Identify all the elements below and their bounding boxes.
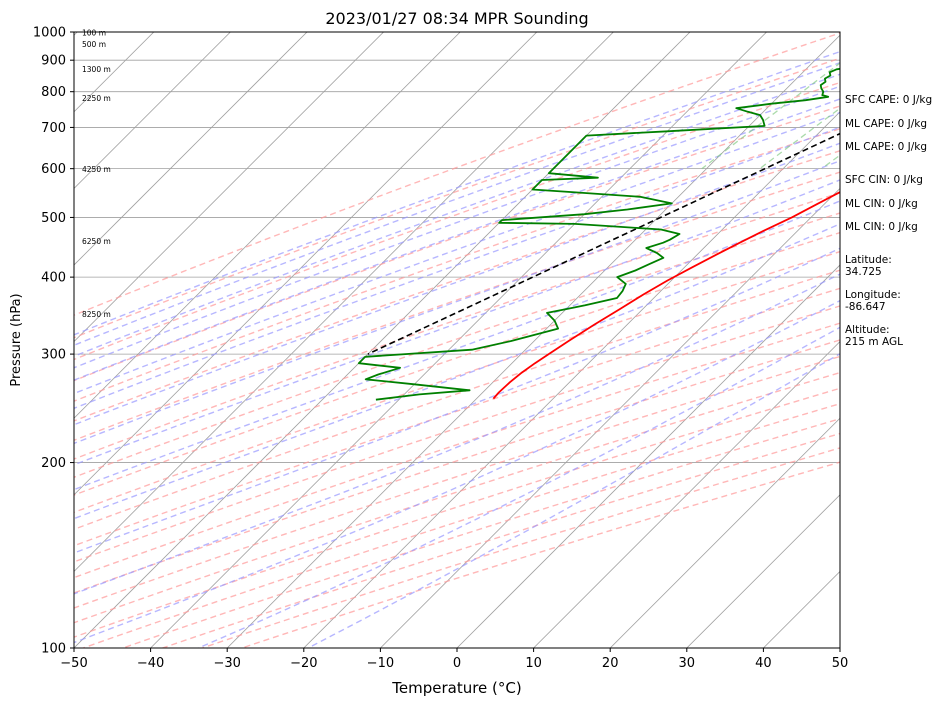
axes: −50 −40 −30 −20 −10 0 10 20 30 40 50 100 200 300 400 50… xyxy=(33,26,848,672)
dry-adiabat-line xyxy=(74,150,840,422)
moist-adiabat-line xyxy=(74,50,840,336)
isotherm-line xyxy=(74,32,691,648)
chart-title: 2023/01/27 08:34 MPR Sounding xyxy=(325,9,588,28)
moist-adiabat-line xyxy=(74,160,840,445)
plot-frame xyxy=(73,31,841,649)
moist-adiabat-line xyxy=(307,352,840,648)
x-tick-label: 30 xyxy=(679,656,696,671)
dry-adiabat-line xyxy=(120,417,840,648)
dry-adiabat-line xyxy=(74,57,840,339)
y-tick-label: 100 xyxy=(41,642,66,657)
dry-adiabat-line xyxy=(74,171,840,442)
x-tick-label: −50 xyxy=(60,656,87,671)
dry-adiabat-line xyxy=(74,127,840,402)
dewpoint-line xyxy=(357,67,840,401)
isotherm-line xyxy=(74,32,231,189)
isotherm-line xyxy=(74,32,461,419)
y-tick-label: 500 xyxy=(41,211,66,226)
isotherm-line xyxy=(74,32,538,496)
mixing-ratio-line xyxy=(759,107,840,170)
y-tick-label: 900 xyxy=(41,54,66,69)
latitude-label: Latitude: 34.725 xyxy=(845,254,892,278)
x-tick-label: −20 xyxy=(290,656,317,671)
height-label: 100 m xyxy=(82,29,106,38)
moist-adiabat-line xyxy=(74,111,840,395)
moist-adiabat-line xyxy=(198,326,840,648)
isotherm-line xyxy=(74,32,614,572)
height-labels: 100 m 500 m 1300 m 2250 m 4250 m 6250 m 8250 m xyxy=(82,29,111,319)
isotherm-line xyxy=(74,32,155,113)
isotherm-line xyxy=(686,494,840,648)
dry-adiabat-line xyxy=(74,371,840,624)
moist-adiabat-line xyxy=(74,299,840,644)
x-tick-label: 50 xyxy=(832,656,849,671)
dry-adiabat-line xyxy=(74,305,840,563)
parcel-trace-line xyxy=(367,132,840,355)
x-tick-label: 0 xyxy=(453,656,461,671)
ml-cape-label-2: ML CAPE: 0 J/kg xyxy=(845,141,928,153)
y-tick-label: 700 xyxy=(41,121,66,136)
y-tick-label: 800 xyxy=(41,85,66,100)
isotherm-line xyxy=(379,187,840,648)
moist-adiabat-line xyxy=(74,98,840,381)
height-label: 500 m xyxy=(82,40,106,49)
isotherm-line xyxy=(74,32,385,343)
y-axis-label: Pressure (hPa) xyxy=(9,293,24,386)
y-tick-label: 1000 xyxy=(33,26,66,41)
dry-adiabat-line xyxy=(74,231,840,496)
height-label: 2250 m xyxy=(82,94,111,103)
dry-adiabat-line xyxy=(74,269,840,531)
isotherm-line xyxy=(533,341,840,648)
height-label: 6250 m xyxy=(82,237,111,246)
height-label: 1300 m xyxy=(82,65,111,74)
ml-cin-label: ML CIN: 0 J/kg xyxy=(845,198,918,210)
isotherm-line xyxy=(226,34,840,648)
y-tick-label: 200 xyxy=(41,456,66,471)
height-label: 8250 m xyxy=(82,310,111,319)
moist-adiabat-line xyxy=(74,126,840,410)
dry-adiabat-line xyxy=(74,192,840,460)
isotherm-line xyxy=(456,264,840,648)
x-tick-label: 20 xyxy=(602,656,619,671)
data-lines xyxy=(357,67,840,401)
x-tick-label: 10 xyxy=(525,656,542,671)
background-lines xyxy=(74,32,840,648)
isotherm-line xyxy=(303,111,840,648)
dry-adiabat-line xyxy=(74,32,840,316)
altitude-label: Altitude: 215 m AGL xyxy=(845,324,903,348)
x-axis-label: Temperature (°C) xyxy=(391,679,521,697)
isotherm-line xyxy=(74,32,308,266)
x-tick-label: −10 xyxy=(367,656,394,671)
sfc-cin-label: SFC CIN: 0 J/kg xyxy=(845,174,923,186)
y-tick-label: 400 xyxy=(41,271,66,286)
ml-cape-label: ML CAPE: 0 J/kg xyxy=(845,118,928,130)
x-tick-label: −40 xyxy=(137,656,164,671)
isotherm-line xyxy=(150,32,768,648)
y-tick-label: 300 xyxy=(41,348,66,363)
x-tick-label: 40 xyxy=(755,656,772,671)
longitude-label: Longitude: -86.647 xyxy=(845,289,901,313)
moist-adiabat-line xyxy=(74,142,840,426)
temperature-line xyxy=(492,191,840,400)
isotherm-line xyxy=(609,417,840,648)
x-tick-label: −30 xyxy=(213,656,240,671)
moist-adiabat-line xyxy=(74,62,840,347)
moist-adiabat-line xyxy=(74,200,840,491)
ml-cin-label-2: ML CIN: 0 J/kg xyxy=(845,221,918,233)
sfc-cape-label: SFC CAPE: 0 J/kg xyxy=(845,94,933,106)
y-tick-label: 600 xyxy=(41,162,66,177)
height-label: 4250 m xyxy=(82,165,111,174)
